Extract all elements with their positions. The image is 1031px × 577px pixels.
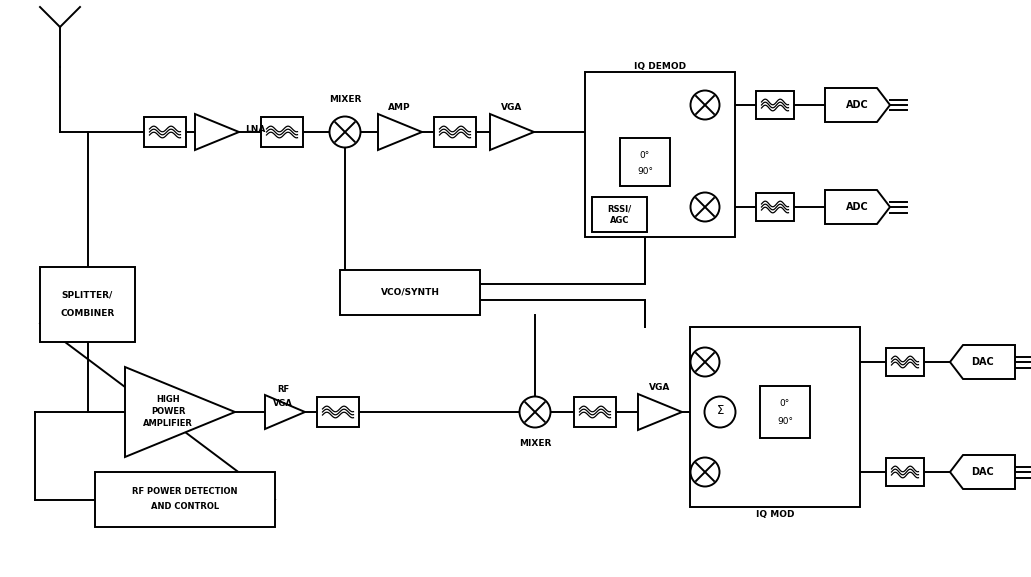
Text: MIXER: MIXER <box>519 440 552 448</box>
Text: 0°: 0° <box>779 399 790 409</box>
Bar <box>40 267 135 342</box>
Text: VGA: VGA <box>501 103 523 111</box>
Bar <box>620 138 670 186</box>
Circle shape <box>691 458 720 486</box>
Circle shape <box>691 193 720 222</box>
Bar <box>434 117 476 147</box>
Bar <box>585 72 735 237</box>
Polygon shape <box>125 367 235 457</box>
Text: MIXER: MIXER <box>329 96 361 104</box>
Bar <box>756 193 794 221</box>
Circle shape <box>691 91 720 119</box>
Text: SPLITTER/: SPLITTER/ <box>62 291 113 300</box>
Polygon shape <box>378 114 422 150</box>
Bar <box>95 472 275 527</box>
Text: RF POWER DETECTION: RF POWER DETECTION <box>132 487 238 496</box>
Bar <box>690 327 860 507</box>
Text: DAC: DAC <box>971 357 994 367</box>
Bar <box>261 117 303 147</box>
Polygon shape <box>265 395 305 429</box>
Text: AGC: AGC <box>609 216 629 225</box>
Text: HIGH: HIGH <box>156 395 179 404</box>
Bar <box>760 386 810 438</box>
Bar <box>886 348 924 376</box>
Text: POWER: POWER <box>151 407 186 417</box>
Text: LNA: LNA <box>245 126 265 134</box>
Text: DAC: DAC <box>971 467 994 477</box>
Text: IQ MOD: IQ MOD <box>756 511 794 519</box>
Text: RSSI/: RSSI/ <box>607 204 632 213</box>
Polygon shape <box>490 114 534 150</box>
Text: VCO/SYNTH: VCO/SYNTH <box>380 287 439 297</box>
Bar <box>574 397 616 427</box>
Polygon shape <box>950 345 1015 379</box>
Circle shape <box>330 117 361 148</box>
Text: $\Sigma$: $\Sigma$ <box>716 404 725 418</box>
Polygon shape <box>195 114 239 150</box>
Circle shape <box>704 396 735 428</box>
Text: 90°: 90° <box>777 417 793 425</box>
Text: IQ DEMOD: IQ DEMOD <box>634 62 686 72</box>
Text: ADC: ADC <box>846 100 869 110</box>
Polygon shape <box>638 394 681 430</box>
Text: AMPLIFIER: AMPLIFIER <box>143 419 193 429</box>
Text: VGA: VGA <box>273 399 293 408</box>
Bar <box>886 458 924 486</box>
Polygon shape <box>825 190 890 224</box>
Circle shape <box>691 347 720 377</box>
Text: 0°: 0° <box>640 151 651 159</box>
Text: AND CONTROL: AND CONTROL <box>151 502 219 511</box>
Bar <box>317 397 359 427</box>
Text: VGA: VGA <box>650 383 671 392</box>
Text: 90°: 90° <box>637 167 653 175</box>
Text: COMBINER: COMBINER <box>61 309 114 318</box>
Bar <box>340 269 480 314</box>
Bar <box>756 91 794 119</box>
Text: AMP: AMP <box>388 103 410 111</box>
Polygon shape <box>950 455 1015 489</box>
Bar <box>144 117 186 147</box>
Bar <box>592 197 647 232</box>
Polygon shape <box>825 88 890 122</box>
Text: ADC: ADC <box>846 202 869 212</box>
Circle shape <box>520 396 551 428</box>
Text: RF: RF <box>277 385 289 395</box>
